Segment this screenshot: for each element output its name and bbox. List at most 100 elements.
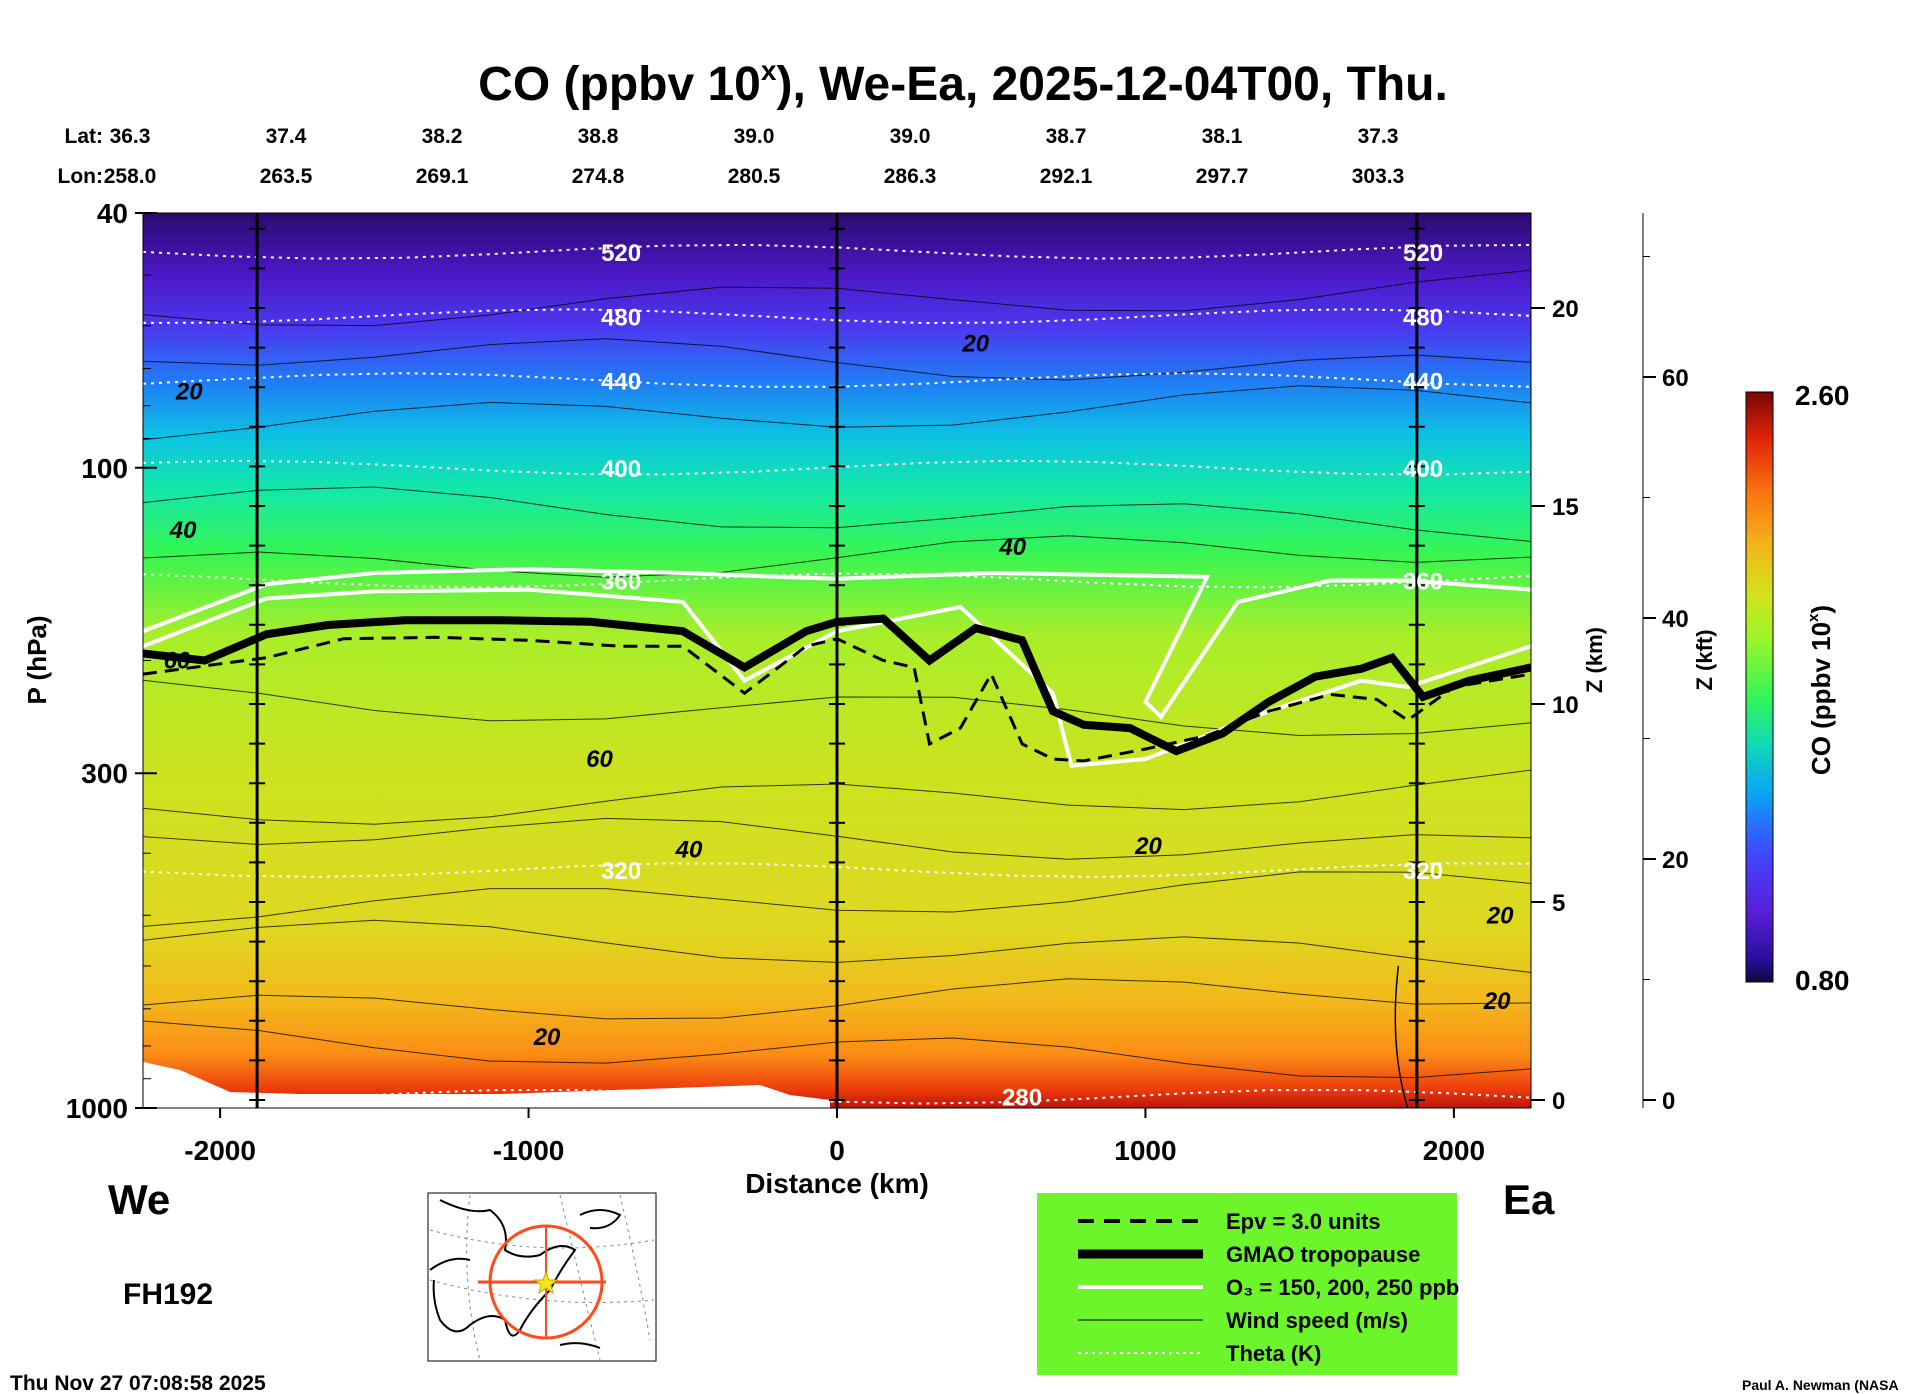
- wind-label: 40: [675, 837, 703, 864]
- lon-value: 274.8: [572, 165, 625, 188]
- epv-line: [143, 635, 1531, 763]
- legend-label: GMAO tropopause: [1226, 1242, 1420, 1267]
- y-axis: 40 100 300 1000: [66, 198, 157, 1124]
- ozone-contours: [143, 567, 1531, 768]
- lat-value: 38.8: [578, 125, 619, 148]
- legend-label: Epv = 3.0 units: [1226, 1209, 1381, 1234]
- z-km-tick-label: 5: [1552, 890, 1565, 917]
- x-tick-label: 2000: [1423, 1135, 1485, 1166]
- z-km-tick-label: 0: [1552, 1088, 1565, 1115]
- wind-labels: 20 20 40 40 60 60 40 20 20 20 20: [164, 331, 1515, 1051]
- z-kft-tick-label: 0: [1662, 1088, 1675, 1115]
- lon-value: 269.1: [416, 165, 469, 188]
- z-kft-axis-label: Z (kft): [1692, 629, 1717, 690]
- run-timestamp: Thu Nov 27 07:08:58 2025: [10, 1372, 266, 1394]
- wind-label: 40: [998, 534, 1026, 561]
- legend-label: Theta (K): [1226, 1341, 1321, 1366]
- theta-label: 480: [1403, 304, 1443, 331]
- y-tick-label: 1000: [66, 1093, 128, 1124]
- surface-mask: [143, 1062, 830, 1108]
- x-tick-label: 0: [829, 1135, 845, 1166]
- wind-label: 40: [169, 517, 197, 544]
- lon-value: 258.0: [104, 165, 157, 188]
- colorbar-title-main: CO (ppbv 10: [1806, 622, 1836, 775]
- x-axis: -2000 -1000 0 1000 2000: [184, 1108, 1485, 1166]
- theta-label: 360: [1403, 569, 1443, 596]
- lon-value: 303.3: [1352, 165, 1405, 188]
- locator-map: [427, 1192, 657, 1362]
- lat-lon-rows: 36.3 258.0 37.4 263.5 38.2 269.1 38.8 274.8 39.0…: [104, 125, 1405, 188]
- east-label: Ea: [1503, 1176, 1555, 1223]
- theta-label: 400: [1403, 456, 1443, 483]
- lon-value: 297.7: [1196, 165, 1249, 188]
- wind-label: 60: [164, 648, 191, 675]
- wind-label: 20: [533, 1024, 561, 1051]
- ozone-contour-line: [143, 567, 1531, 721]
- lat-value: 38.1: [1202, 125, 1243, 148]
- lat-value: 39.0: [734, 125, 775, 148]
- lon-value: 286.3: [884, 165, 937, 188]
- forecast-hour: FH192: [123, 1278, 213, 1311]
- chart-title: CO (ppbv 10x), We-Ea, 2025-12-04T00, Thu…: [478, 55, 1448, 111]
- y-tick-label: 100: [81, 453, 128, 484]
- lat-value: 38.7: [1046, 125, 1087, 148]
- theta-label: 440: [601, 368, 641, 395]
- colorbar: [1745, 391, 1774, 983]
- z-km-axis: 0 5 10 15 20: [1531, 296, 1579, 1115]
- colorbar-title-close: ): [1806, 605, 1836, 614]
- z-kft-tick-label: 60: [1662, 365, 1689, 392]
- map-center-star: [533, 1270, 559, 1295]
- legend-items: Epv = 3.0 units GMAO tropopause O₃ = 150, …: [1078, 1209, 1459, 1366]
- theta-label: 280: [1002, 1085, 1042, 1112]
- wind-label: 20: [1483, 988, 1511, 1015]
- wind-label: 20: [175, 378, 203, 405]
- wind-label: 20: [1134, 833, 1162, 860]
- lon-value: 292.1: [1040, 165, 1093, 188]
- theta-label: 400: [601, 456, 641, 483]
- wind-label: 20: [961, 331, 989, 358]
- x-tick-label: 1000: [1114, 1135, 1176, 1166]
- legend-box: [1037, 1193, 1457, 1375]
- z-kft-axis: 0 20 40 60: [1642, 213, 1689, 1115]
- colorbar-min-label: 0.80: [1795, 965, 1850, 996]
- title-main: CO (ppbv 10: [478, 58, 761, 111]
- lat-value: 38.2: [422, 125, 463, 148]
- lat-label: Lat:: [65, 125, 104, 148]
- lat-value: 37.4: [266, 125, 307, 148]
- y-axis-label: P (hPa): [22, 615, 52, 704]
- theta-label: 320: [1403, 858, 1443, 885]
- lat-value: 36.3: [110, 125, 151, 148]
- legend-label: O₃ = 150, 200, 250 ppb: [1226, 1275, 1459, 1300]
- theta-label: 520: [601, 240, 641, 267]
- colorbar-max-label: 2.60: [1795, 380, 1850, 411]
- legend-label: Wind speed (m/s): [1226, 1308, 1408, 1333]
- colorbar-title-sup: x: [1805, 613, 1822, 622]
- column-markers: [249, 213, 1425, 1108]
- theta-labels: 520 520 480 480 440 440 400 400 360 360 320 320 280: [601, 240, 1443, 1112]
- theta-label: 320: [601, 858, 641, 885]
- z-km-axis-label: Z (km): [1582, 627, 1607, 693]
- lon-value: 263.5: [260, 165, 313, 188]
- wind-label: 20: [1486, 902, 1514, 929]
- title-rest: ), We-Ea, 2025-12-04T00, Thu.: [776, 58, 1447, 111]
- theta-label: 480: [601, 304, 641, 331]
- x-tick-label: -1000: [493, 1135, 565, 1166]
- y-tick-label: 300: [81, 758, 128, 789]
- tropopause-line: [143, 614, 1531, 756]
- west-label: We: [108, 1176, 170, 1223]
- credit: Paul A. Newman (NASA: [1742, 1377, 1899, 1393]
- y-tick-label: 40: [97, 198, 128, 229]
- lat-value: 39.0: [890, 125, 931, 148]
- wind-contour-line: [1394, 965, 1409, 1108]
- z-kft-tick-label: 40: [1662, 606, 1689, 633]
- legend: Epv = 3.0 units GMAO tropopause O₃ = 150, …: [1037, 1193, 1459, 1375]
- colorbar-title: CO (ppbv 10x): [1805, 605, 1836, 775]
- theta-label: 440: [1403, 368, 1443, 395]
- title-superscript: x: [761, 55, 777, 86]
- z-kft-tick-label: 20: [1662, 847, 1689, 874]
- wind-label: 60: [586, 746, 613, 773]
- x-tick-label: -2000: [184, 1135, 256, 1166]
- x-axis-label: Distance (km): [745, 1168, 929, 1199]
- theta-label: 360: [601, 569, 641, 596]
